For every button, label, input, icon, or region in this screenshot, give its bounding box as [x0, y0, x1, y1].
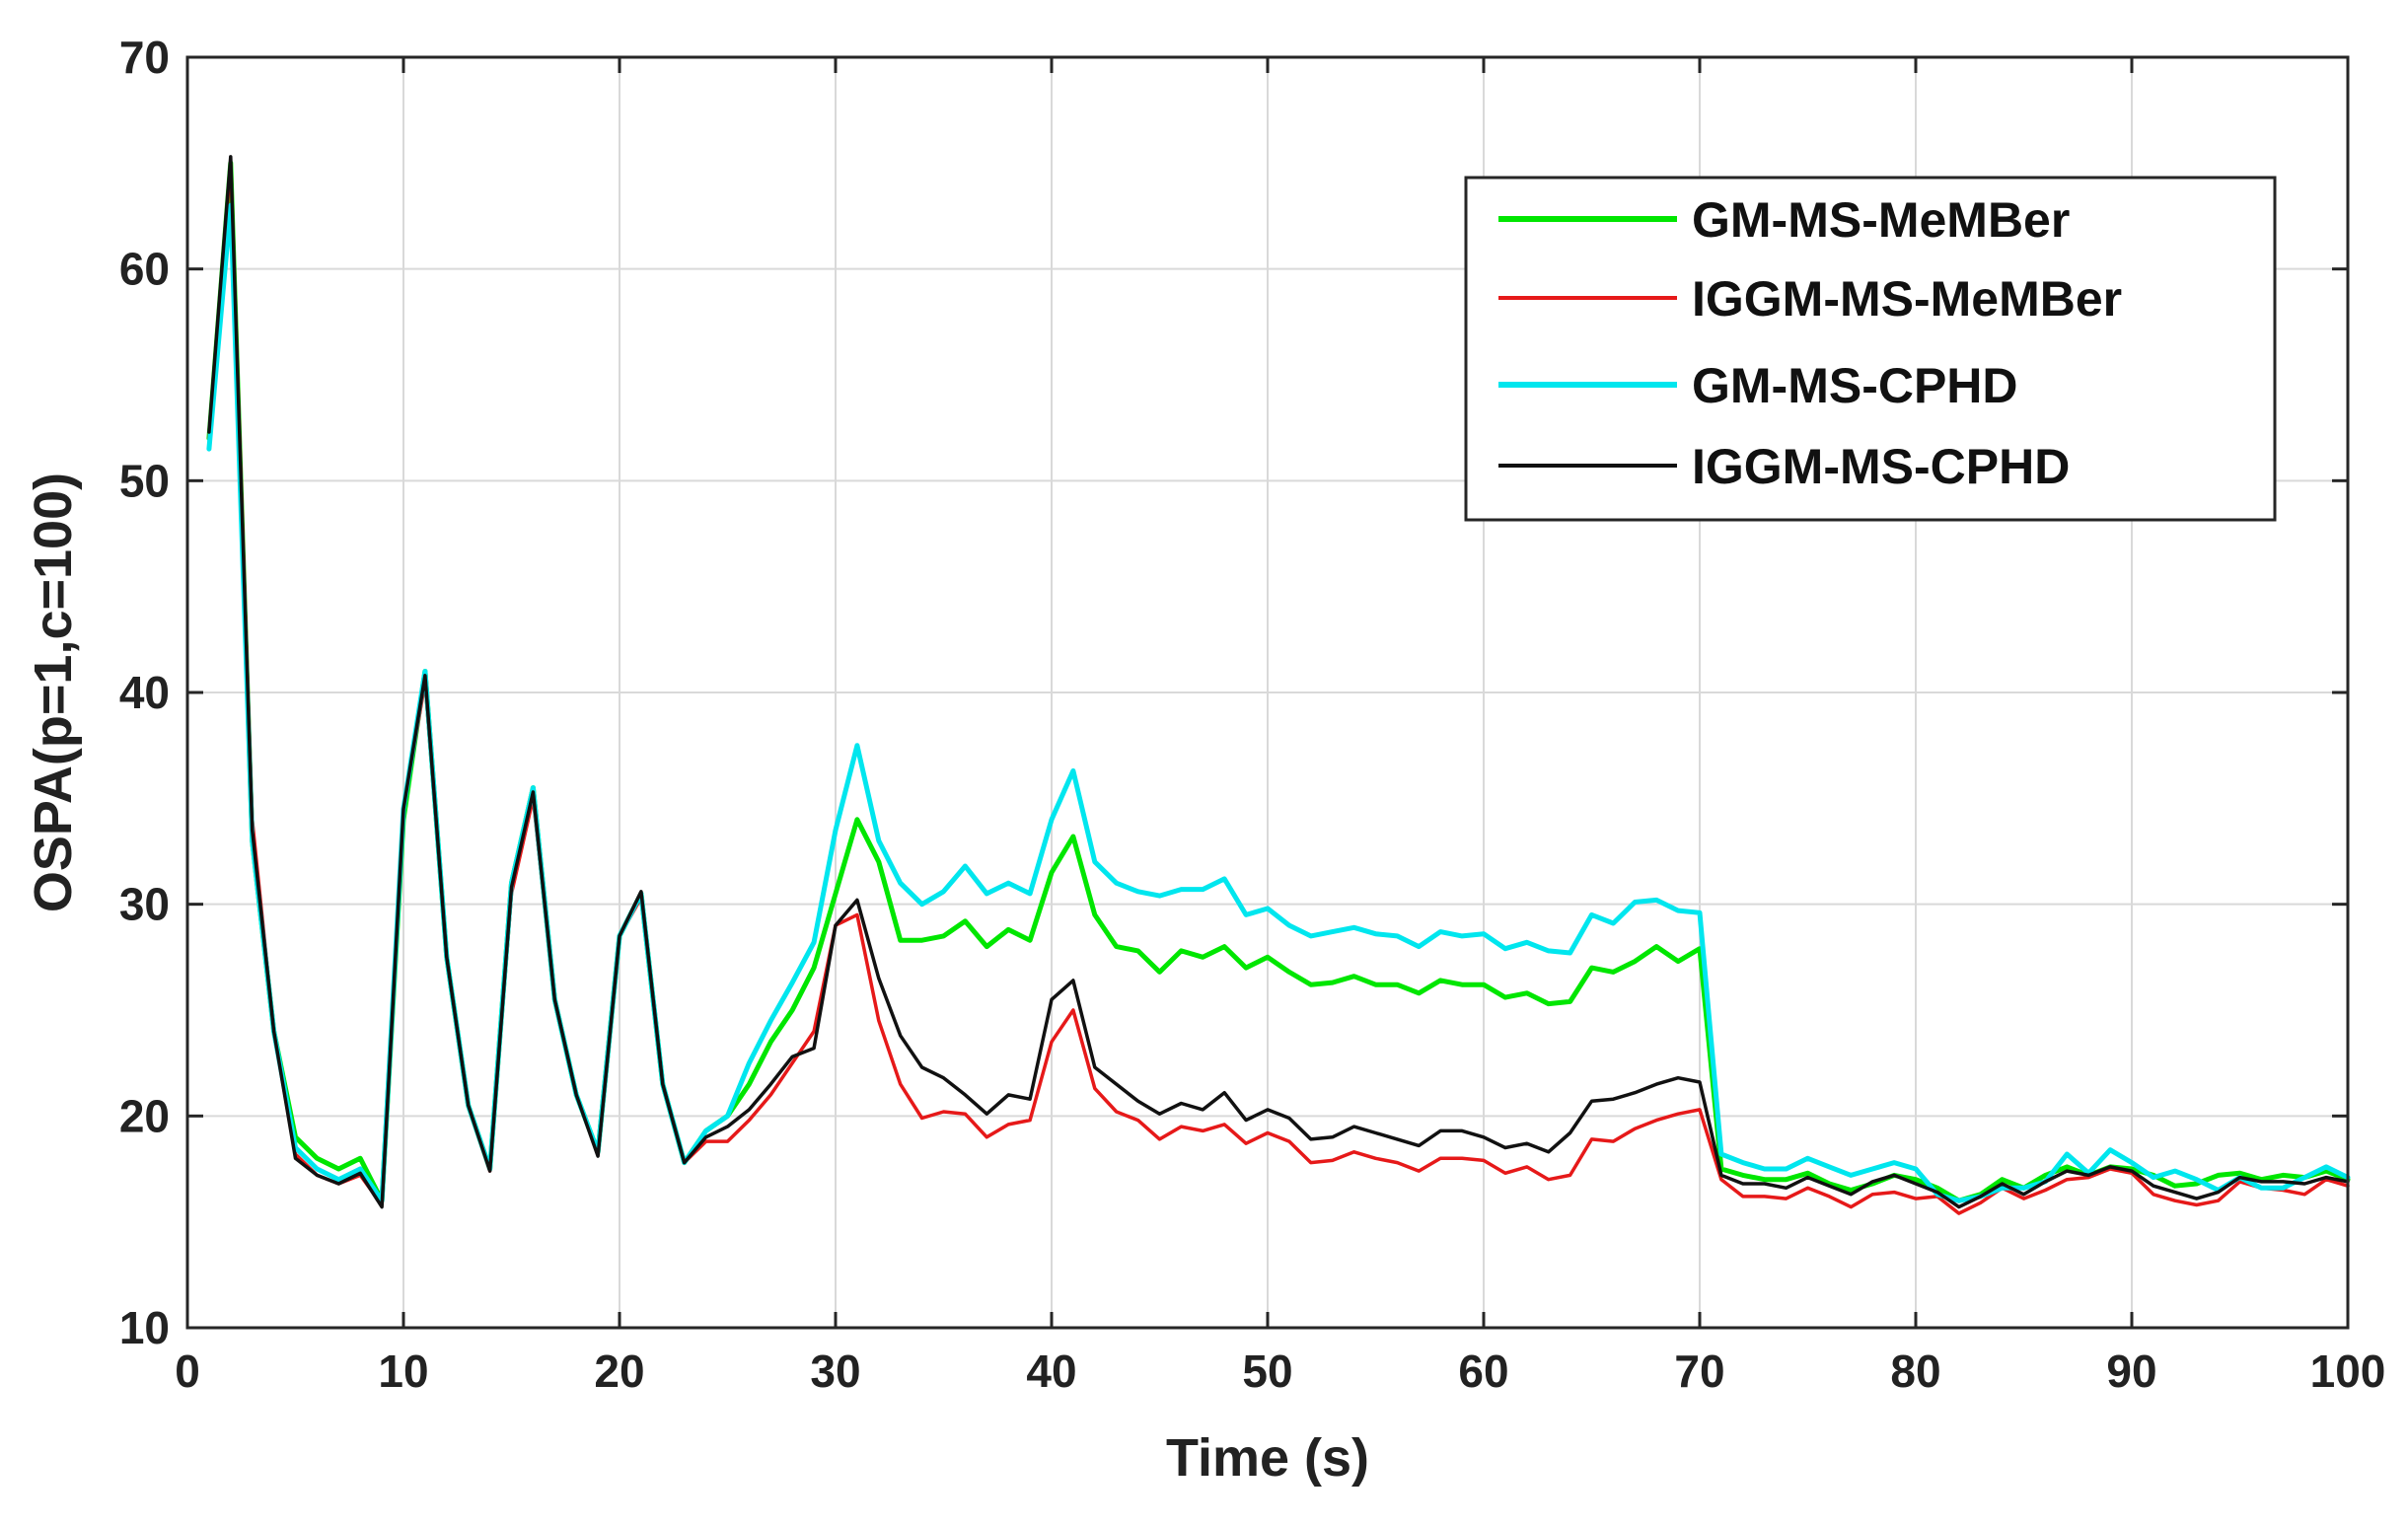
y-tick-label: 60 [119, 244, 170, 295]
x-tick-label: 50 [1242, 1345, 1292, 1397]
legend-label-gm-ms-cphd: GM-MS-CPHD [1692, 358, 2018, 413]
x-tick-label: 100 [2310, 1345, 2386, 1397]
y-tick-label: 70 [119, 32, 170, 83]
legend-label-iggm-ms-cphd: IGGM-MS-CPHD [1692, 439, 2070, 494]
y-tick-label: 10 [119, 1302, 170, 1353]
legend-box [1464, 176, 2277, 522]
legend-label-gm-ms-member: GM-MS-MeMBer [1692, 192, 2070, 248]
x-tick-label: 10 [378, 1345, 428, 1397]
x-tick-label: 70 [1674, 1345, 1724, 1397]
y-axis-label: OSPA(p=1,c=100) [24, 473, 83, 912]
legend: GM-MS-MeMBer IGGM-MS-MeMBer GM-MS-CPHD I… [1464, 176, 2277, 522]
x-tick-label: 40 [1026, 1345, 1076, 1397]
y-tick-label: 30 [119, 879, 170, 930]
legend-label-iggm-ms-member: IGGM-MS-MeMBer [1692, 271, 2122, 327]
x-axis-label: Time (s) [1166, 1428, 1369, 1488]
y-tick-label: 40 [119, 667, 170, 718]
x-tick-label: 90 [2106, 1345, 2156, 1397]
y-tick-label: 50 [119, 455, 170, 506]
y-tick-label: 20 [119, 1090, 170, 1141]
series-group [206, 155, 2351, 1215]
x-tick-label: 80 [1890, 1345, 1940, 1397]
x-tick-label: 0 [175, 1345, 200, 1397]
series-line-iggm-ms-cphd [207, 155, 2350, 1209]
x-tick-label: 20 [594, 1345, 644, 1397]
x-tick-label: 30 [810, 1345, 860, 1397]
x-tick-label: 60 [1458, 1345, 1508, 1397]
